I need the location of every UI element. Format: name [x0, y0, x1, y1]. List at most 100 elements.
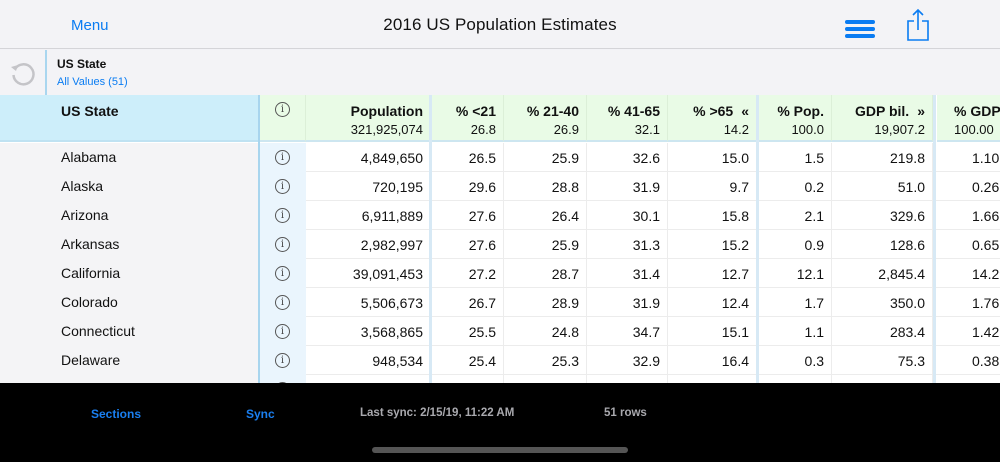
table-cell[interactable]: 28.8	[504, 172, 587, 201]
row-info-cell[interactable]: i	[260, 143, 306, 172]
table-cell[interactable]: 2.1	[757, 201, 832, 230]
table-cell[interactable]: 4,849,650	[306, 143, 431, 172]
table-cell[interactable]: 30.1	[587, 201, 668, 230]
table-row[interactable]: Alabama i 4,849,650 26.5 25.9 32.6 15.0 1.5 219.…	[0, 143, 1000, 172]
table-cell[interactable]: 2,982,997	[306, 230, 431, 259]
table-row[interactable]: California i 39,091,453 27.2 28.7 31.4 12.7 12.…	[0, 259, 1000, 288]
table-cell[interactable]: 16.4	[668, 346, 757, 375]
table-cell[interactable]: 1.5	[757, 143, 832, 172]
table-cell[interactable]: 0.9	[757, 230, 832, 259]
state-column-header[interactable]: US State	[0, 95, 258, 142]
menu-button[interactable]: Menu	[71, 17, 109, 34]
table-cell[interactable]: 32.9	[587, 346, 668, 375]
column-header[interactable]: % GDP 100.00	[937, 95, 1000, 142]
table-cell[interactable]: 75.3	[832, 346, 933, 375]
table-cell[interactable]: 0.3	[757, 346, 832, 375]
row-info-cell[interactable]: i	[260, 172, 306, 201]
filter-value-link[interactable]: All Values (51)	[57, 76, 128, 88]
sections-button[interactable]: Sections	[91, 407, 142, 421]
table-cell[interactable]: 6,911,889	[306, 201, 431, 230]
row-info-cell[interactable]: i	[260, 230, 306, 259]
table-cell[interactable]: 948,534	[306, 346, 431, 375]
table-cell[interactable]: 51.0	[832, 172, 933, 201]
column-header[interactable]: % 41-65 32.1	[587, 95, 668, 142]
sync-button[interactable]: Sync	[246, 407, 275, 421]
column-header[interactable]: GDP bil. » 19,907.2	[832, 95, 933, 142]
table-cell[interactable]: 15.8	[668, 201, 757, 230]
info-icon[interactable]: i	[275, 353, 290, 368]
table-cell[interactable]: 283.4	[832, 317, 933, 346]
table-cell[interactable]: 15.1	[668, 317, 757, 346]
table-cell[interactable]: 25.9	[504, 143, 587, 172]
table-cell[interactable]: 5,506,673	[306, 288, 431, 317]
row-info-cell[interactable]: i	[260, 375, 306, 383]
table-cell[interactable]: 2,845.4	[832, 259, 933, 288]
table-cell[interactable]: 27.2	[431, 259, 504, 288]
table-cell[interactable]: 1.42	[937, 317, 1000, 346]
table-cell[interactable]: 720,195	[306, 172, 431, 201]
table-cell[interactable]: 0.26	[937, 172, 1000, 201]
table-cell[interactable]: 15.2	[668, 230, 757, 259]
table-cell[interactable]: 12.4	[668, 288, 757, 317]
table-cell[interactable]: 128.6	[832, 230, 933, 259]
table-cell[interactable]: 25.5	[431, 317, 504, 346]
table-cell[interactable]: 0.65	[937, 230, 1000, 259]
table-cell[interactable]: 1.76	[937, 288, 1000, 317]
table-cell[interactable]: 1.1	[757, 317, 832, 346]
column-header[interactable]: % <21 26.8	[431, 95, 504, 142]
row-info-cell[interactable]: i	[260, 346, 306, 375]
table-cell[interactable]: 26.4	[504, 201, 587, 230]
table-cell[interactable]: 25.9	[504, 230, 587, 259]
table-cell[interactable]: 0.2	[757, 172, 832, 201]
table-cell[interactable]: 9.7	[668, 172, 757, 201]
info-icon[interactable]: i	[275, 150, 290, 165]
table-cell[interactable]: 31.3	[587, 230, 668, 259]
table-row[interactable]: Arkansas i 2,982,997 27.6 25.9 31.3 15.2 0.9 128…	[0, 230, 1000, 259]
table-row[interactable]: Alaska i 720,195 29.6 28.8 31.9 9.7 0.2 51.0 0.26	[0, 172, 1000, 201]
hamburger-menu-icon[interactable]	[845, 20, 875, 38]
table-row[interactable]: Arizona i 6,911,889 27.6 26.4 30.1 15.8 2.1 329.…	[0, 201, 1000, 230]
info-icon[interactable]: i	[275, 295, 290, 310]
table-cell[interactable]: 27.6	[431, 230, 504, 259]
table-cell[interactable]: 3,568,865	[306, 317, 431, 346]
collapse-columns-icon[interactable]: «	[741, 103, 749, 119]
table-cell[interactable]: 28.9	[504, 288, 587, 317]
table-cell[interactable]: 25.4	[431, 346, 504, 375]
info-icon[interactable]: i	[275, 179, 290, 194]
row-info-cell[interactable]: i	[260, 201, 306, 230]
table-cell[interactable]: 14.29	[937, 259, 1000, 288]
table-cell[interactable]: 24.8	[504, 317, 587, 346]
table-cell[interactable]: 1.10	[937, 143, 1000, 172]
table-row[interactable]: i	[0, 375, 1000, 383]
table-cell[interactable]: 0.38	[937, 346, 1000, 375]
table-cell[interactable]: 31.9	[587, 288, 668, 317]
table-cell[interactable]: 34.7	[587, 317, 668, 346]
info-icon[interactable]: i	[275, 208, 290, 223]
info-icon[interactable]: i	[275, 324, 290, 339]
share-icon[interactable]	[905, 8, 931, 42]
table-cell[interactable]: 39,091,453	[306, 259, 431, 288]
expand-columns-icon[interactable]: »	[917, 103, 925, 119]
table-cell[interactable]: 26.7	[431, 288, 504, 317]
table-cell[interactable]: 219.8	[832, 143, 933, 172]
table-cell[interactable]: 329.6	[832, 201, 933, 230]
info-column-header[interactable]: i	[260, 95, 306, 142]
row-info-cell[interactable]: i	[260, 317, 306, 346]
info-icon[interactable]: i	[275, 237, 290, 252]
table-row[interactable]: Connecticut i 3,568,865 25.5 24.8 34.7 15.1 1.1…	[0, 317, 1000, 346]
table-cell[interactable]: 29.6	[431, 172, 504, 201]
table-row[interactable]: Colorado i 5,506,673 26.7 28.9 31.9 12.4 1.7 350…	[0, 288, 1000, 317]
table-row[interactable]: Delaware i 948,534 25.4 25.3 32.9 16.4 0.3 75.3 0…	[0, 346, 1000, 375]
refresh-icon[interactable]	[9, 59, 37, 87]
table-cell[interactable]: 31.4	[587, 259, 668, 288]
info-icon[interactable]: i	[275, 266, 290, 281]
table-cell[interactable]: 15.0	[668, 143, 757, 172]
table-cell[interactable]: 26.5	[431, 143, 504, 172]
column-header[interactable]: % 21-40 26.9	[504, 95, 587, 142]
column-header[interactable]: Population 321,925,074	[306, 95, 431, 142]
table-cell[interactable]: 1.66	[937, 201, 1000, 230]
column-header[interactable]: % Pop. 100.0	[757, 95, 832, 142]
table-cell[interactable]: 25.3	[504, 346, 587, 375]
row-info-cell[interactable]: i	[260, 259, 306, 288]
home-indicator[interactable]	[372, 447, 628, 453]
